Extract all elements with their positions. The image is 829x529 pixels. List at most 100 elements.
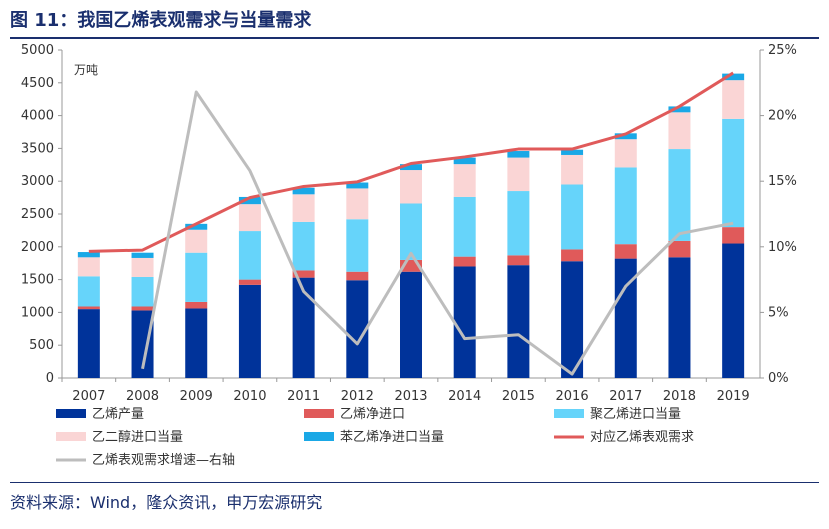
bar-segment [185, 308, 208, 378]
bar-segment [238, 204, 261, 232]
bar-segment [507, 151, 530, 158]
bar-segment [507, 157, 530, 192]
x-tick-label: 2019 [717, 389, 750, 404]
x-tick-label: 2008 [126, 389, 159, 404]
x-tick-label: 2007 [72, 389, 105, 404]
bar-segment [185, 301, 208, 309]
bar-segment [238, 284, 261, 378]
legend-label: 乙烯产量 [92, 407, 144, 422]
bar-segment [292, 194, 315, 222]
bar-segment [722, 227, 745, 244]
bar-segment [292, 277, 315, 378]
bar-segment [77, 306, 100, 310]
right-tick-label: 20% [768, 109, 797, 124]
bar-segment [507, 265, 530, 378]
legend-swatch [56, 432, 86, 441]
bar-segment [400, 170, 422, 204]
x-tick-label: 2014 [448, 389, 481, 404]
bar-segment [614, 133, 637, 140]
bar-segment [77, 252, 100, 258]
left-tick-label: 4000 [21, 109, 54, 124]
bar-segment [77, 257, 100, 277]
left-tick-label: 1500 [21, 273, 54, 288]
bar-segment [292, 270, 315, 278]
bar-segment [453, 266, 476, 378]
bar-segment [668, 149, 691, 241]
bar-segment [668, 240, 691, 258]
legend-label: 苯乙烯净进口当量 [340, 430, 444, 445]
source-divider [10, 482, 819, 483]
bar-segment [507, 255, 530, 266]
bar-segment [346, 182, 369, 189]
legend-label: 聚乙烯进口当量 [590, 407, 681, 422]
bar-segment [77, 309, 100, 378]
left-tick-label: 5000 [21, 43, 54, 58]
bar-segment [507, 191, 530, 256]
right-tick-label: 25% [768, 43, 797, 58]
bar-segment [668, 112, 691, 150]
bar-segment [561, 154, 584, 185]
bar-segment [131, 257, 154, 277]
bar-segment [77, 276, 100, 307]
bar-segment [400, 164, 422, 171]
bar-segment [614, 244, 637, 259]
bar-segment [131, 310, 154, 378]
legend-swatch [554, 409, 584, 418]
right-tick-label: 5% [768, 305, 789, 320]
x-tick-label: 2012 [341, 389, 374, 404]
page-title: 图 11：我国乙烯表观需求与当量需求 [10, 10, 312, 31]
x-tick-label: 2013 [394, 389, 427, 404]
unit-label: 万吨 [74, 63, 98, 77]
bar-segment [614, 167, 637, 245]
bar-segment [292, 187, 315, 195]
bar-segment [185, 252, 208, 302]
series-line [88, 71, 734, 253]
legend-swatch [304, 409, 334, 418]
left-tick-label: 3000 [21, 174, 54, 189]
bar-segment [131, 276, 154, 307]
legend-label: 乙烯表观需求增速—右轴 [92, 453, 235, 468]
title-divider [10, 37, 819, 39]
bar-segment [292, 221, 315, 271]
right-tick-label: 10% [768, 240, 797, 255]
bar-segment [453, 256, 476, 267]
bar-segment [346, 280, 369, 378]
bar-segment [722, 243, 745, 378]
bar-segment [238, 196, 261, 205]
legend-swatch [56, 409, 86, 418]
left-tick-label: 0 [46, 371, 54, 386]
bar-segment [346, 271, 369, 281]
bar-segment [453, 164, 476, 197]
bar-segment [346, 188, 369, 220]
bar-segment [668, 257, 691, 378]
bar-segment [561, 249, 584, 262]
bar-segment [453, 196, 476, 257]
bar-segment [722, 80, 745, 119]
legend-label: 乙二醇进口当量 [92, 429, 183, 445]
left-tick-label: 2000 [21, 240, 54, 255]
bar-segment [131, 306, 154, 311]
bar-segment [614, 258, 637, 378]
bar-segment [561, 149, 584, 155]
legend-swatch [304, 432, 334, 441]
x-tick-label: 2011 [287, 389, 320, 404]
left-tick-label: 3500 [21, 141, 54, 156]
bar-segment [561, 184, 584, 250]
legend-label: 对应乙烯表观需求 [590, 429, 694, 445]
bar-segment [561, 261, 584, 378]
left-tick-label: 500 [29, 338, 54, 353]
x-tick-label: 2016 [556, 389, 589, 404]
x-tick-label: 2017 [609, 389, 642, 404]
bar-segment [400, 203, 422, 260]
left-tick-label: 2500 [21, 207, 54, 222]
right-tick-label: 0% [768, 371, 789, 386]
bar-segment [722, 73, 745, 81]
bar-segment [400, 259, 422, 272]
axes: 0 500 1000 1500 2000 2500 3000 3500 4000 4500 5000… [21, 43, 797, 404]
bar-segment [668, 106, 691, 113]
bar-segment [185, 223, 208, 230]
bar-segment [238, 279, 261, 285]
bar-segment [614, 139, 637, 168]
bar-segment [346, 219, 369, 272]
lines [88, 71, 734, 376]
